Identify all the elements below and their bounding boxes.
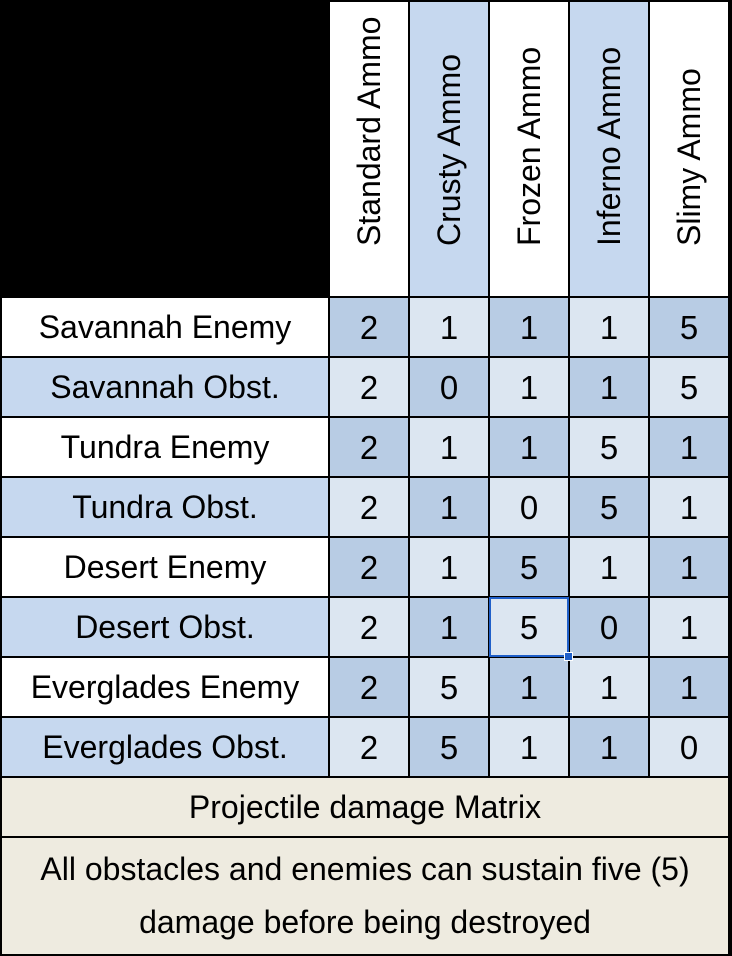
column-header-inferno-ammo[interactable]: Inferno Ammo <box>570 2 648 296</box>
row-header-tundra-enemy[interactable]: Tundra Enemy <box>2 418 328 476</box>
matrix-cell[interactable]: 5 <box>650 298 728 356</box>
row-header-desert-obst[interactable]: Desert Obst. <box>2 598 328 656</box>
row-header-savannah-obst[interactable]: Savannah Obst. <box>2 358 328 416</box>
matrix-cell[interactable]: 1 <box>490 658 568 716</box>
matrix-cell[interactable]: 0 <box>570 598 648 656</box>
matrix-cell[interactable]: 0 <box>490 478 568 536</box>
row-header-desert-enemy[interactable]: Desert Enemy <box>2 538 328 596</box>
matrix-cell[interactable]: 1 <box>410 538 488 596</box>
matrix-cell[interactable]: 1 <box>490 718 568 776</box>
column-header-slimy-ammo[interactable]: Slimy Ammo <box>650 2 728 296</box>
matrix-cell[interactable]: 1 <box>650 418 728 476</box>
matrix-cell[interactable]: 5 <box>410 718 488 776</box>
column-header-frozen-ammo[interactable]: Frozen Ammo <box>490 2 568 296</box>
matrix-cell[interactable]: 1 <box>650 478 728 536</box>
footer-title-text: Projectile damage Matrix <box>188 788 542 825</box>
matrix-cell[interactable]: 1 <box>570 358 648 416</box>
column-header-label: Frozen Ammo <box>511 46 547 246</box>
matrix-cell[interactable]: 1 <box>410 478 488 536</box>
column-header-label: Slimy Ammo <box>671 68 707 246</box>
column-header-label: Crusty Ammo <box>431 53 467 246</box>
matrix-cell[interactable]: 2 <box>330 538 408 596</box>
row-header-everglades-enemy[interactable]: Everglades Enemy <box>2 658 328 716</box>
footer-note-text: All obstacles and enemies can sustain fi… <box>40 851 690 940</box>
row-header-everglades-obst[interactable]: Everglades Obst. <box>2 718 328 776</box>
matrix-cell[interactable]: 1 <box>490 298 568 356</box>
matrix-cell[interactable]: 0 <box>650 718 728 776</box>
matrix-cell[interactable]: 1 <box>410 418 488 476</box>
matrix-cell[interactable]: 1 <box>410 298 488 356</box>
column-header-label: Standard Ammo <box>351 16 387 246</box>
matrix-cell[interactable]: 2 <box>330 478 408 536</box>
matrix-cell[interactable]: 1 <box>490 418 568 476</box>
matrix-cell[interactable]: 1 <box>490 358 568 416</box>
column-header-standard-ammo[interactable]: Standard Ammo <box>330 2 408 296</box>
matrix-cell[interactable]: 5 <box>490 598 568 656</box>
matrix-cell[interactable]: 5 <box>490 538 568 596</box>
matrix-cell[interactable]: 2 <box>330 298 408 356</box>
matrix-cell[interactable]: 5 <box>570 478 648 536</box>
matrix-cell[interactable]: 5 <box>410 658 488 716</box>
fill-handle[interactable] <box>564 652 573 661</box>
matrix-cell[interactable]: 5 <box>570 418 648 476</box>
matrix-cell[interactable]: 1 <box>570 658 648 716</box>
row-header-savannah-enemy[interactable]: Savannah Enemy <box>2 298 328 356</box>
matrix-cell[interactable]: 2 <box>330 598 408 656</box>
matrix-cell[interactable]: 1 <box>650 538 728 596</box>
matrix-cell[interactable]: 2 <box>330 718 408 776</box>
row-header-tundra-obst[interactable]: Tundra Obst. <box>2 478 328 536</box>
matrix-cell[interactable]: 1 <box>650 658 728 716</box>
matrix-cell[interactable]: 1 <box>570 298 648 356</box>
column-header-label: Inferno Ammo <box>591 46 627 246</box>
matrix-cell[interactable]: 2 <box>330 358 408 416</box>
matrix-cell[interactable]: 0 <box>410 358 488 416</box>
matrix-cell[interactable]: 5 <box>650 358 728 416</box>
matrix-cell[interactable]: 1 <box>570 718 648 776</box>
column-header-crusty-ammo[interactable]: Crusty Ammo <box>410 2 488 296</box>
matrix-cell[interactable]: 1 <box>570 538 648 596</box>
matrix-cell[interactable]: 1 <box>410 598 488 656</box>
corner-cell[interactable] <box>2 2 328 296</box>
matrix-cell[interactable]: 2 <box>330 418 408 476</box>
footer-note[interactable]: All obstacles and enemies can sustain fi… <box>2 838 728 954</box>
matrix-cell[interactable]: 1 <box>650 598 728 656</box>
matrix-cell[interactable]: 2 <box>330 658 408 716</box>
footer-title[interactable]: Projectile damage Matrix <box>2 778 728 836</box>
